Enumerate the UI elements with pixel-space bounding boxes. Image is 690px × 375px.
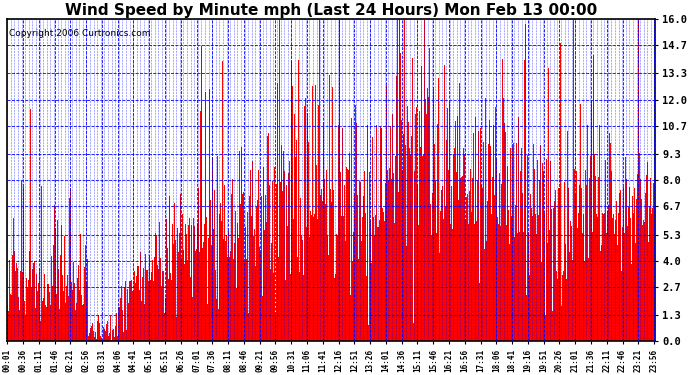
- Title: Wind Speed by Minute mph (Last 24 Hours) Mon Feb 13 00:00: Wind Speed by Minute mph (Last 24 Hours)…: [65, 3, 597, 18]
- Text: Copyright 2006 Curtronics.com: Copyright 2006 Curtronics.com: [9, 28, 150, 38]
